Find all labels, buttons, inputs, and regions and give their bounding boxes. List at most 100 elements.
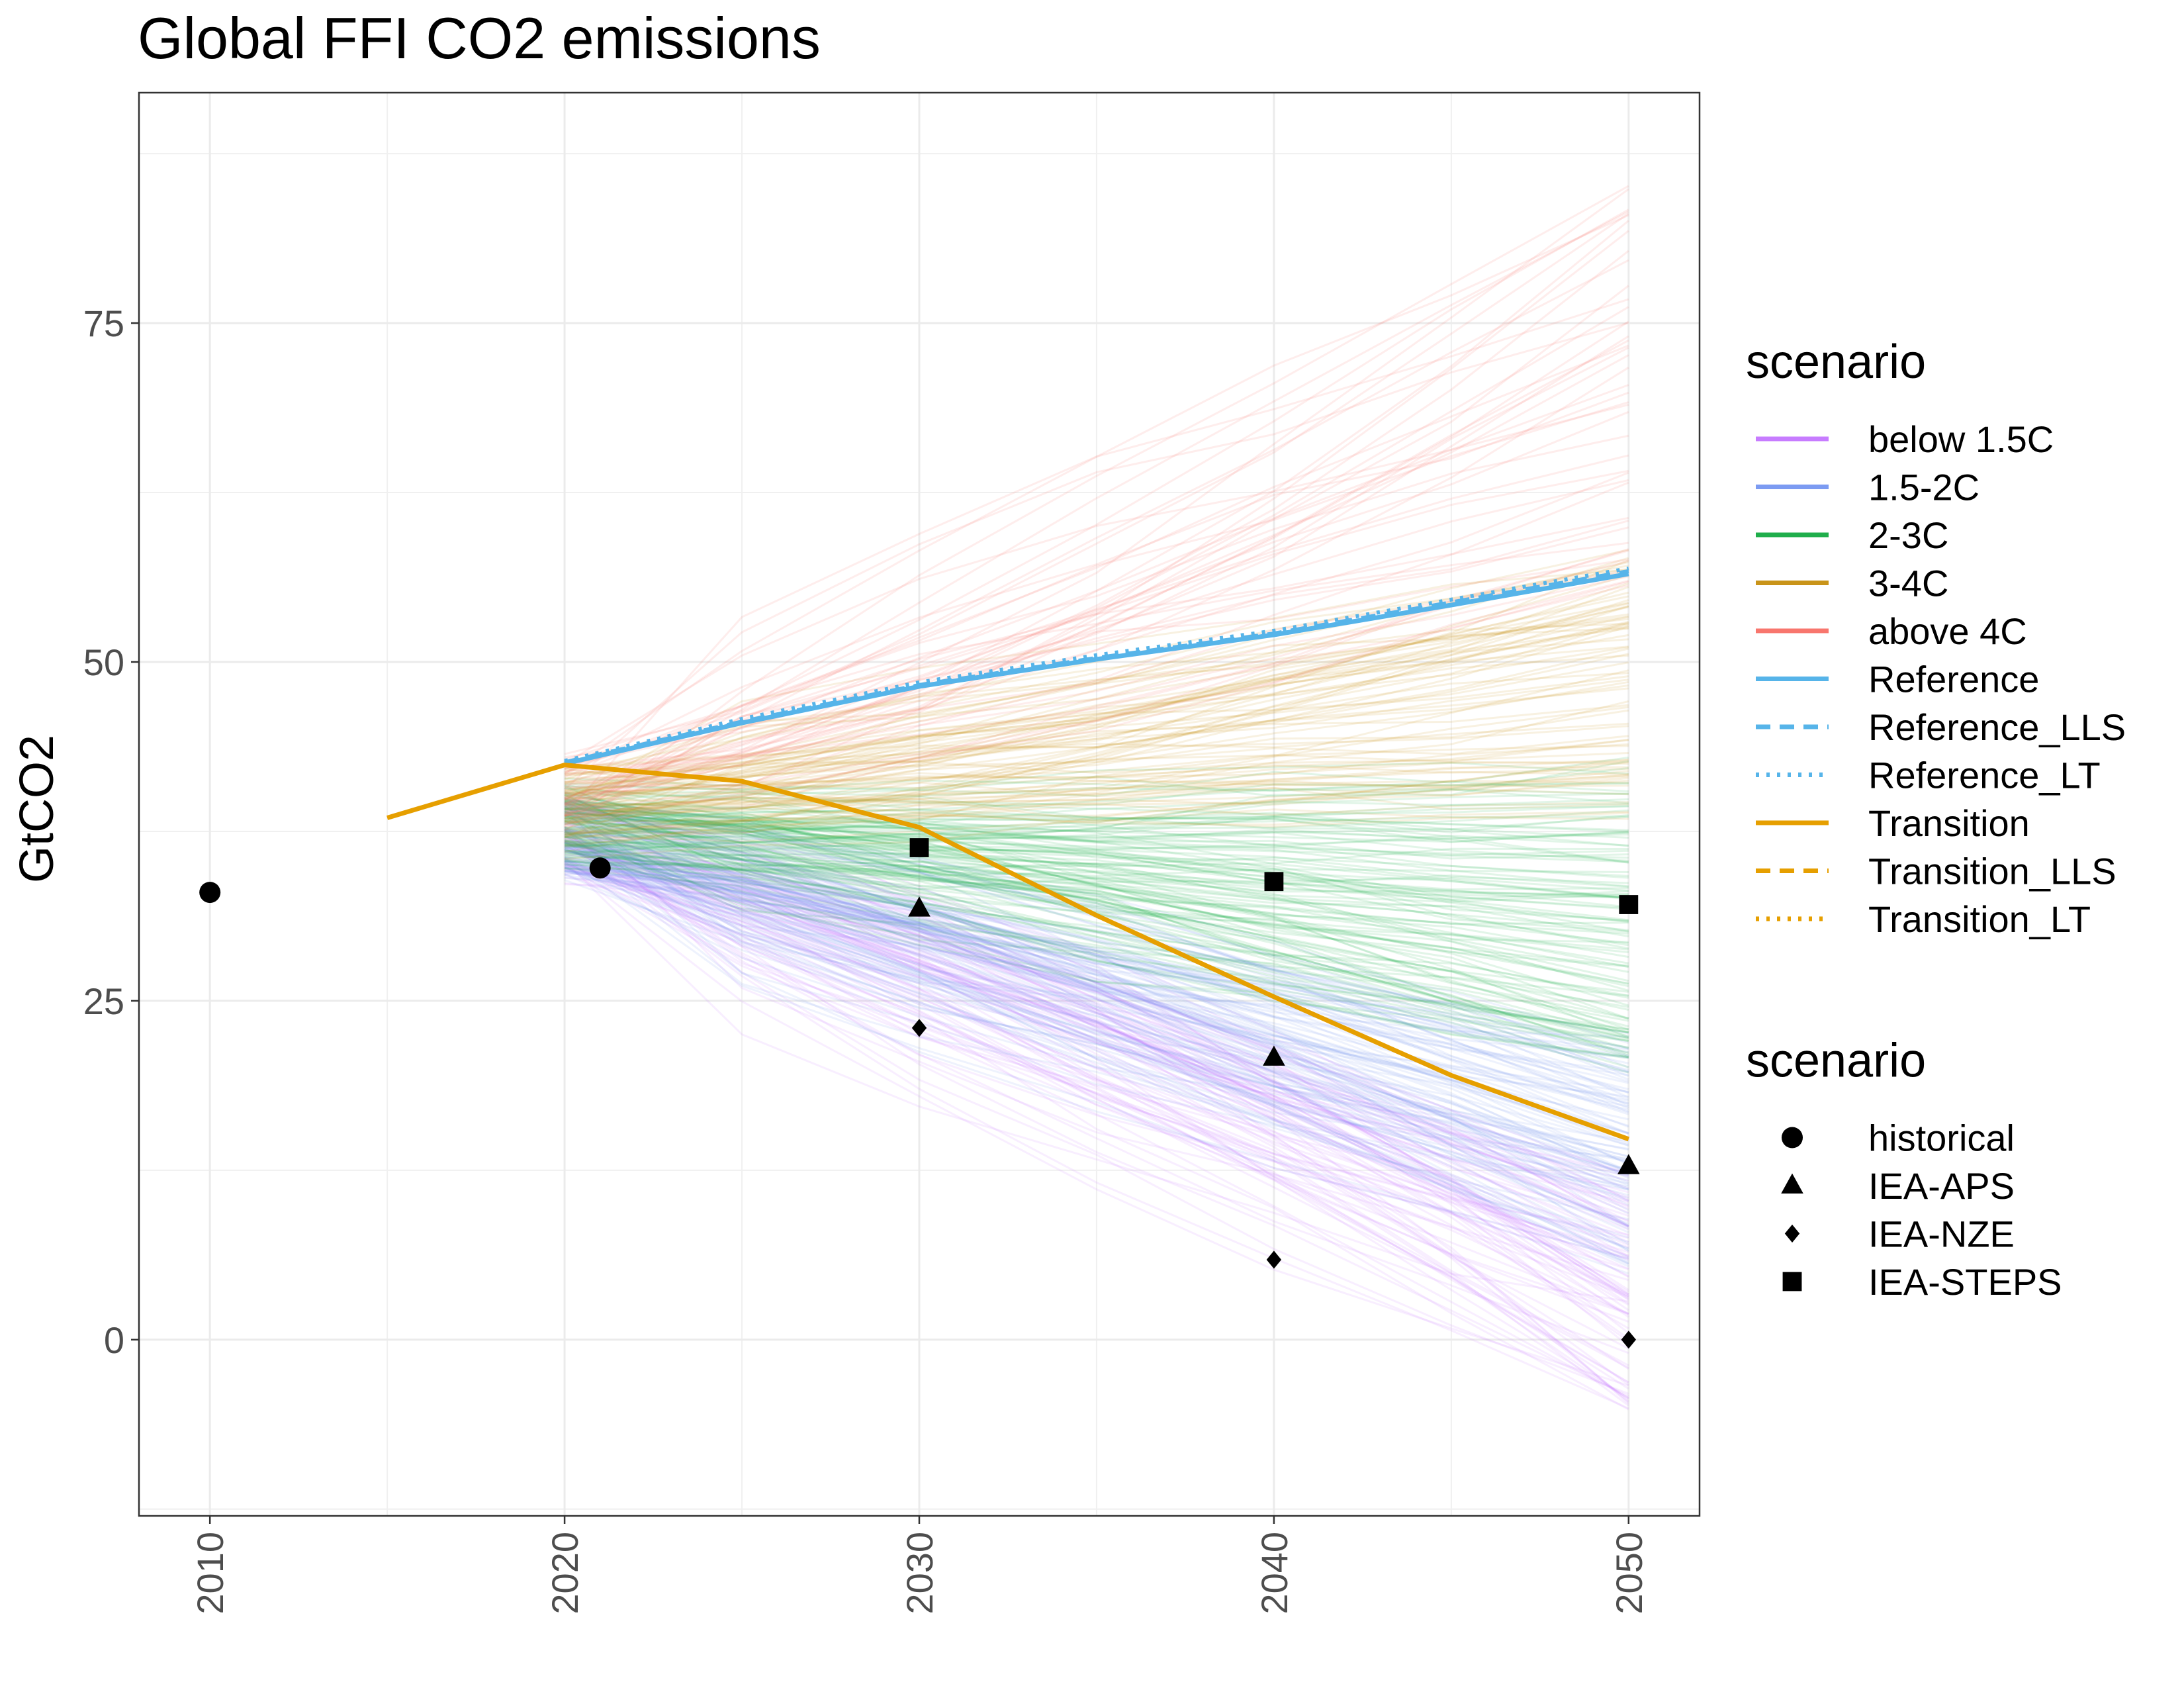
legend-item: IEA-NZE: [1784, 1213, 2015, 1255]
ensemble-line: [564, 829, 1629, 857]
ensemble-line: [564, 810, 1629, 1301]
legend-item: Reference_LT: [1756, 755, 2101, 796]
ensemble-line: [565, 867, 1629, 877]
ensemble-line: [564, 797, 1629, 1278]
ensemble-line: [564, 820, 1629, 1203]
ensemble-line: [565, 706, 1629, 816]
ensemble-line: [564, 809, 1629, 1182]
ensemble-line: [564, 873, 1629, 1150]
ensemble-line: [564, 870, 1629, 1105]
ensemble-line: [564, 865, 1629, 1342]
ensemble-line: [564, 793, 1629, 1109]
ensemble-line: [565, 759, 1629, 833]
ensemble-line: [564, 796, 1629, 1201]
ensemble-line: [564, 790, 1629, 921]
ensemble-line: [564, 796, 1629, 1234]
ensemble-line: [564, 825, 1629, 1162]
ensemble-line: [565, 775, 1629, 798]
ensemble-line: [564, 802, 1629, 1163]
ensemble-line: [564, 814, 1629, 1177]
ensemble-line: [564, 806, 1629, 1068]
ensemble-line: [564, 820, 1629, 1074]
ensemble-line: [564, 784, 1629, 1042]
ensemble-line: [564, 867, 1629, 1051]
ensemble-line: [564, 849, 1629, 1334]
ensemble-line: [564, 791, 1629, 1178]
ensemble-line: [564, 862, 1629, 1315]
ensemble-line: [564, 857, 1629, 1411]
ensemble-line: [564, 856, 1629, 1186]
ensemble-line: [565, 722, 1629, 785]
ensemble-line: [564, 622, 1629, 846]
ensemble-line: [564, 841, 1629, 1367]
ensemble-line: [564, 814, 1629, 1058]
ensemble-line: [564, 761, 1629, 831]
ensemble-line: [564, 687, 1629, 823]
ensemble-line: [564, 808, 1629, 1081]
ensemble-line: [564, 787, 1629, 1058]
ensemble-line: [564, 842, 1629, 1223]
ensemble-line: [565, 700, 1629, 835]
x-tick-label: 2020: [544, 1532, 586, 1615]
data-point-iea-aps: [1617, 1154, 1640, 1174]
ensemble-line: [564, 851, 1629, 1050]
ensemble-line: [564, 861, 1629, 1162]
ensemble-line: [565, 814, 1629, 910]
ensemble-line: [564, 848, 1629, 1058]
y-axis-label: GtCO2: [11, 735, 64, 883]
ensemble-line: [565, 872, 1629, 1199]
ensemble-line: [564, 684, 1629, 838]
ensemble-line: [564, 814, 1629, 964]
ensemble-line: [564, 829, 1629, 1354]
ensemble-line: [564, 804, 1629, 1227]
ensemble-line: [564, 725, 1629, 770]
y-tick-label: 25: [83, 980, 124, 1022]
ensemble-line: [564, 820, 1629, 1207]
ensemble-line: [564, 859, 1629, 1054]
ensemble-line: [564, 844, 1629, 1299]
ensemble-line: [565, 821, 1629, 884]
ensemble-line: [564, 841, 1629, 1143]
ensemble-line: [564, 860, 1629, 1192]
ensemble-line: [564, 816, 1629, 860]
ensemble-line: [564, 745, 1629, 798]
ensemble-line: [564, 851, 1629, 1295]
ensemble-line: [564, 806, 1629, 1400]
ensemble-line: [564, 874, 1629, 1111]
ensemble-line: [564, 862, 1629, 1194]
ensemble-line: [564, 868, 1629, 1038]
ensemble-line: [564, 602, 1629, 798]
ensemble-line: [565, 849, 1629, 931]
ensemble-line: [564, 837, 1629, 1383]
ensemble-line: [564, 811, 1629, 839]
ensemble-line: [565, 779, 1629, 820]
ensemble-line: [564, 669, 1629, 848]
legend-title: scenario: [1746, 336, 1926, 389]
ensemble-line: [564, 366, 1629, 770]
ensemble-line: [564, 250, 1629, 807]
y-tick-label: 50: [83, 641, 124, 683]
ensemble-line: [564, 860, 1629, 1253]
ensemble-line: [565, 812, 1629, 968]
legend-group: scenario below 1.5C 1.5-2C 2-3C 3-4C above 4C…: [1746, 336, 2126, 940]
ensemble-line: [564, 851, 1629, 1033]
ensemble-line: [564, 840, 1629, 937]
ensemble-line: [564, 770, 1629, 828]
ensemble-line: [564, 835, 1629, 1040]
ensemble-line: [564, 792, 1629, 1020]
ensemble-line: [564, 808, 1629, 1282]
ensemble-line: [564, 863, 1629, 1369]
ensemble-line: [563, 298, 1629, 816]
ensemble-line: [564, 615, 1629, 785]
ensemble-line: [564, 843, 1629, 1174]
legend-item: above 4C: [1756, 610, 2027, 652]
ensemble-line: [564, 863, 1629, 1387]
ensemble-line: [565, 820, 1629, 864]
legend-label: historical: [1868, 1117, 2015, 1159]
ensemble-line: [565, 579, 1629, 788]
ensemble-line: [564, 558, 1629, 816]
ensemble-line: [564, 810, 1629, 1260]
ensemble-line: [564, 800, 1629, 1228]
ensemble-line: [564, 793, 1629, 1008]
y-tick-label: 75: [83, 303, 124, 344]
